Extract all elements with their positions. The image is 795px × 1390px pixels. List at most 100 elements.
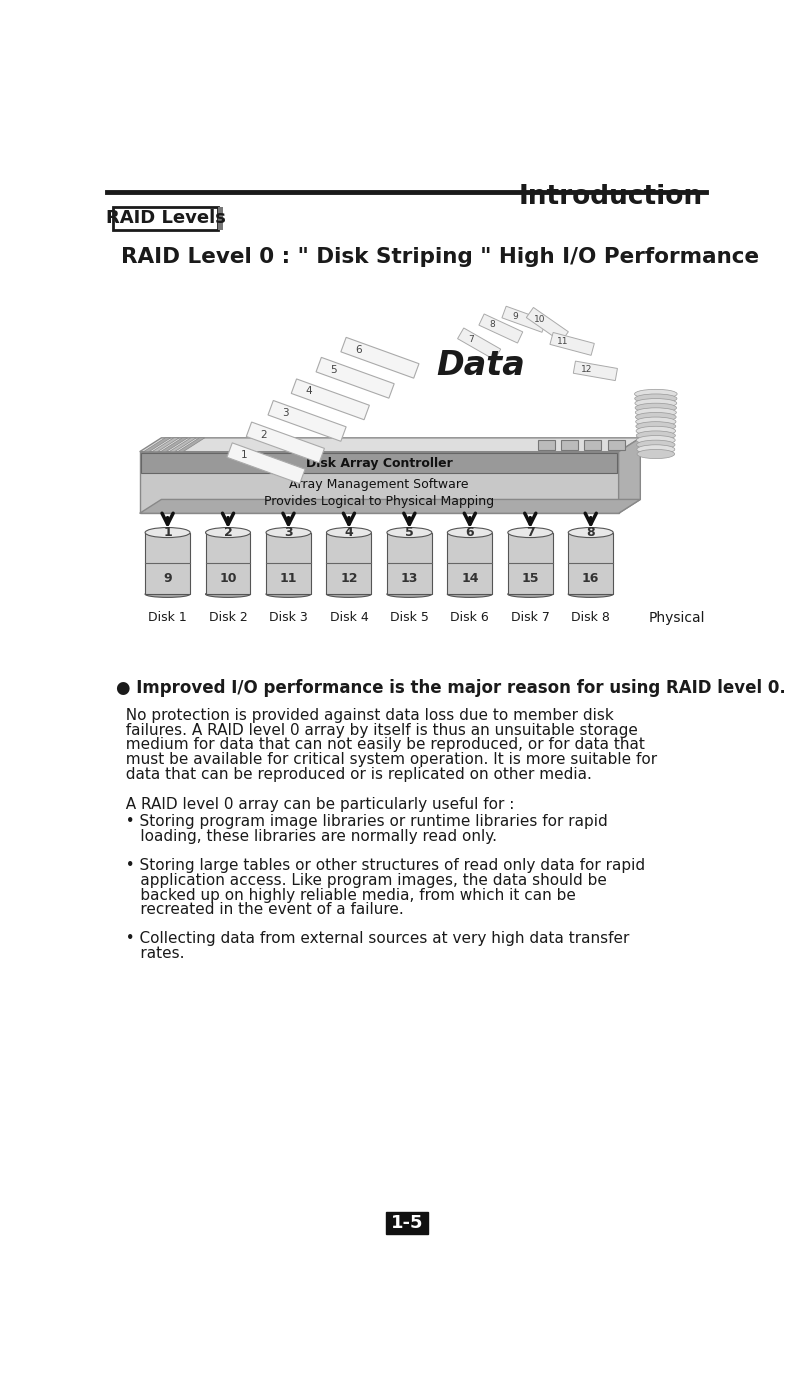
- Bar: [561, 439, 578, 450]
- Text: backed up on highly reliable media, from which it can be: backed up on highly reliable media, from…: [116, 888, 576, 902]
- Text: Array Management Software
Provides Logical to Physical Mapping: Array Management Software Provides Logic…: [264, 478, 494, 509]
- Bar: [327, 532, 371, 594]
- Bar: [386, 1212, 429, 1234]
- Text: Physical: Physical: [649, 612, 705, 626]
- Text: 9: 9: [163, 573, 172, 585]
- Bar: [568, 532, 613, 594]
- Text: 8: 8: [587, 525, 595, 539]
- Text: Disk 4: Disk 4: [330, 612, 368, 624]
- Ellipse shape: [327, 591, 371, 598]
- Text: data that can be reproduced or is replicated on other media.: data that can be reproduced or is replic…: [116, 767, 592, 781]
- Text: Disk 5: Disk 5: [390, 612, 429, 624]
- Bar: [550, 332, 595, 356]
- Ellipse shape: [145, 591, 190, 598]
- Text: Disk 7: Disk 7: [511, 612, 549, 624]
- Polygon shape: [169, 438, 196, 452]
- Text: Disk 3: Disk 3: [269, 612, 308, 624]
- Text: Disk 6: Disk 6: [451, 612, 489, 624]
- Ellipse shape: [145, 528, 190, 538]
- Text: RAID Level 0 : " Disk Striping " High I/O Performance: RAID Level 0 : " Disk Striping " High I/…: [121, 247, 759, 267]
- Bar: [341, 338, 419, 378]
- Bar: [266, 532, 311, 594]
- Ellipse shape: [206, 591, 250, 598]
- Text: 15: 15: [522, 573, 539, 585]
- Ellipse shape: [508, 528, 553, 538]
- Text: 9: 9: [513, 311, 518, 321]
- Polygon shape: [144, 438, 171, 452]
- Bar: [479, 314, 523, 343]
- Polygon shape: [619, 438, 640, 513]
- Text: RAID Levels: RAID Levels: [106, 210, 226, 228]
- Bar: [206, 532, 250, 594]
- Text: 1-5: 1-5: [391, 1215, 423, 1233]
- Text: 8: 8: [490, 320, 495, 329]
- Text: Disk Array Controller: Disk Array Controller: [306, 457, 452, 470]
- Bar: [573, 361, 618, 381]
- Text: 13: 13: [401, 573, 418, 585]
- Bar: [145, 532, 190, 594]
- Ellipse shape: [634, 393, 677, 403]
- Bar: [140, 452, 619, 513]
- Polygon shape: [161, 438, 188, 452]
- Ellipse shape: [387, 528, 432, 538]
- Text: No protection is provided against data loss due to member disk: No protection is provided against data l…: [116, 708, 615, 723]
- Bar: [526, 307, 568, 342]
- Text: failures. A RAID level 0 array by itself is thus an unsuitable storage: failures. A RAID level 0 array by itself…: [116, 723, 638, 738]
- Text: Introduction: Introduction: [518, 183, 702, 210]
- Ellipse shape: [508, 591, 553, 598]
- Text: 16: 16: [582, 573, 599, 585]
- Bar: [227, 443, 305, 484]
- Text: 1: 1: [241, 450, 247, 460]
- Text: 12: 12: [580, 364, 592, 374]
- Text: 3: 3: [282, 409, 289, 418]
- Bar: [458, 328, 501, 360]
- Text: 11: 11: [557, 336, 569, 346]
- Ellipse shape: [637, 449, 675, 459]
- Text: 10: 10: [219, 573, 237, 585]
- Bar: [508, 532, 553, 594]
- Text: ● Improved I/O performance is the major reason for using RAID level 0.: ● Improved I/O performance is the major …: [116, 678, 786, 696]
- Polygon shape: [177, 438, 205, 452]
- Bar: [584, 439, 602, 450]
- Text: recreated in the event of a failure.: recreated in the event of a failure.: [116, 902, 404, 917]
- Text: 12: 12: [340, 573, 358, 585]
- Text: • Collecting data from external sources at very high data transfer: • Collecting data from external sources …: [116, 931, 630, 947]
- Text: • Storing program image libraries or runtime libraries for rapid: • Storing program image libraries or run…: [116, 815, 608, 830]
- Bar: [316, 357, 394, 398]
- Text: 2: 2: [260, 430, 267, 439]
- Text: rates.: rates.: [116, 947, 185, 960]
- Text: 7: 7: [468, 335, 474, 343]
- Ellipse shape: [206, 528, 250, 538]
- Text: 5: 5: [330, 366, 336, 375]
- Text: application access. Like program images, the data should be: application access. Like program images,…: [116, 873, 607, 888]
- Polygon shape: [140, 438, 640, 452]
- Ellipse shape: [568, 591, 613, 598]
- Ellipse shape: [266, 528, 311, 538]
- Ellipse shape: [448, 528, 492, 538]
- Ellipse shape: [635, 407, 677, 417]
- Text: 1: 1: [163, 525, 172, 539]
- Text: • Storing large tables or other structures of read only data for rapid: • Storing large tables or other structur…: [116, 858, 646, 873]
- Polygon shape: [152, 438, 179, 452]
- Text: 7: 7: [526, 525, 535, 539]
- Text: 2: 2: [223, 525, 232, 539]
- Text: A RAID level 0 array can be particularly useful for :: A RAID level 0 array can be particularly…: [116, 796, 515, 812]
- Text: Disk 1: Disk 1: [148, 612, 187, 624]
- Bar: [387, 532, 432, 594]
- Polygon shape: [140, 499, 640, 513]
- Text: 11: 11: [280, 573, 297, 585]
- Text: 4: 4: [344, 525, 353, 539]
- Ellipse shape: [448, 591, 492, 598]
- Text: medium for data that can not easily be reproduced, or for data that: medium for data that can not easily be r…: [116, 737, 646, 752]
- Bar: [502, 306, 546, 332]
- Text: Data: Data: [436, 349, 525, 382]
- Bar: [114, 207, 218, 229]
- Bar: [607, 439, 625, 450]
- Text: must be available for critical system operation. It is more suitable for: must be available for critical system op…: [116, 752, 657, 767]
- Ellipse shape: [637, 445, 675, 455]
- Bar: [448, 532, 492, 594]
- Ellipse shape: [635, 413, 677, 421]
- Bar: [538, 439, 555, 450]
- Bar: [268, 400, 346, 441]
- Ellipse shape: [636, 427, 676, 435]
